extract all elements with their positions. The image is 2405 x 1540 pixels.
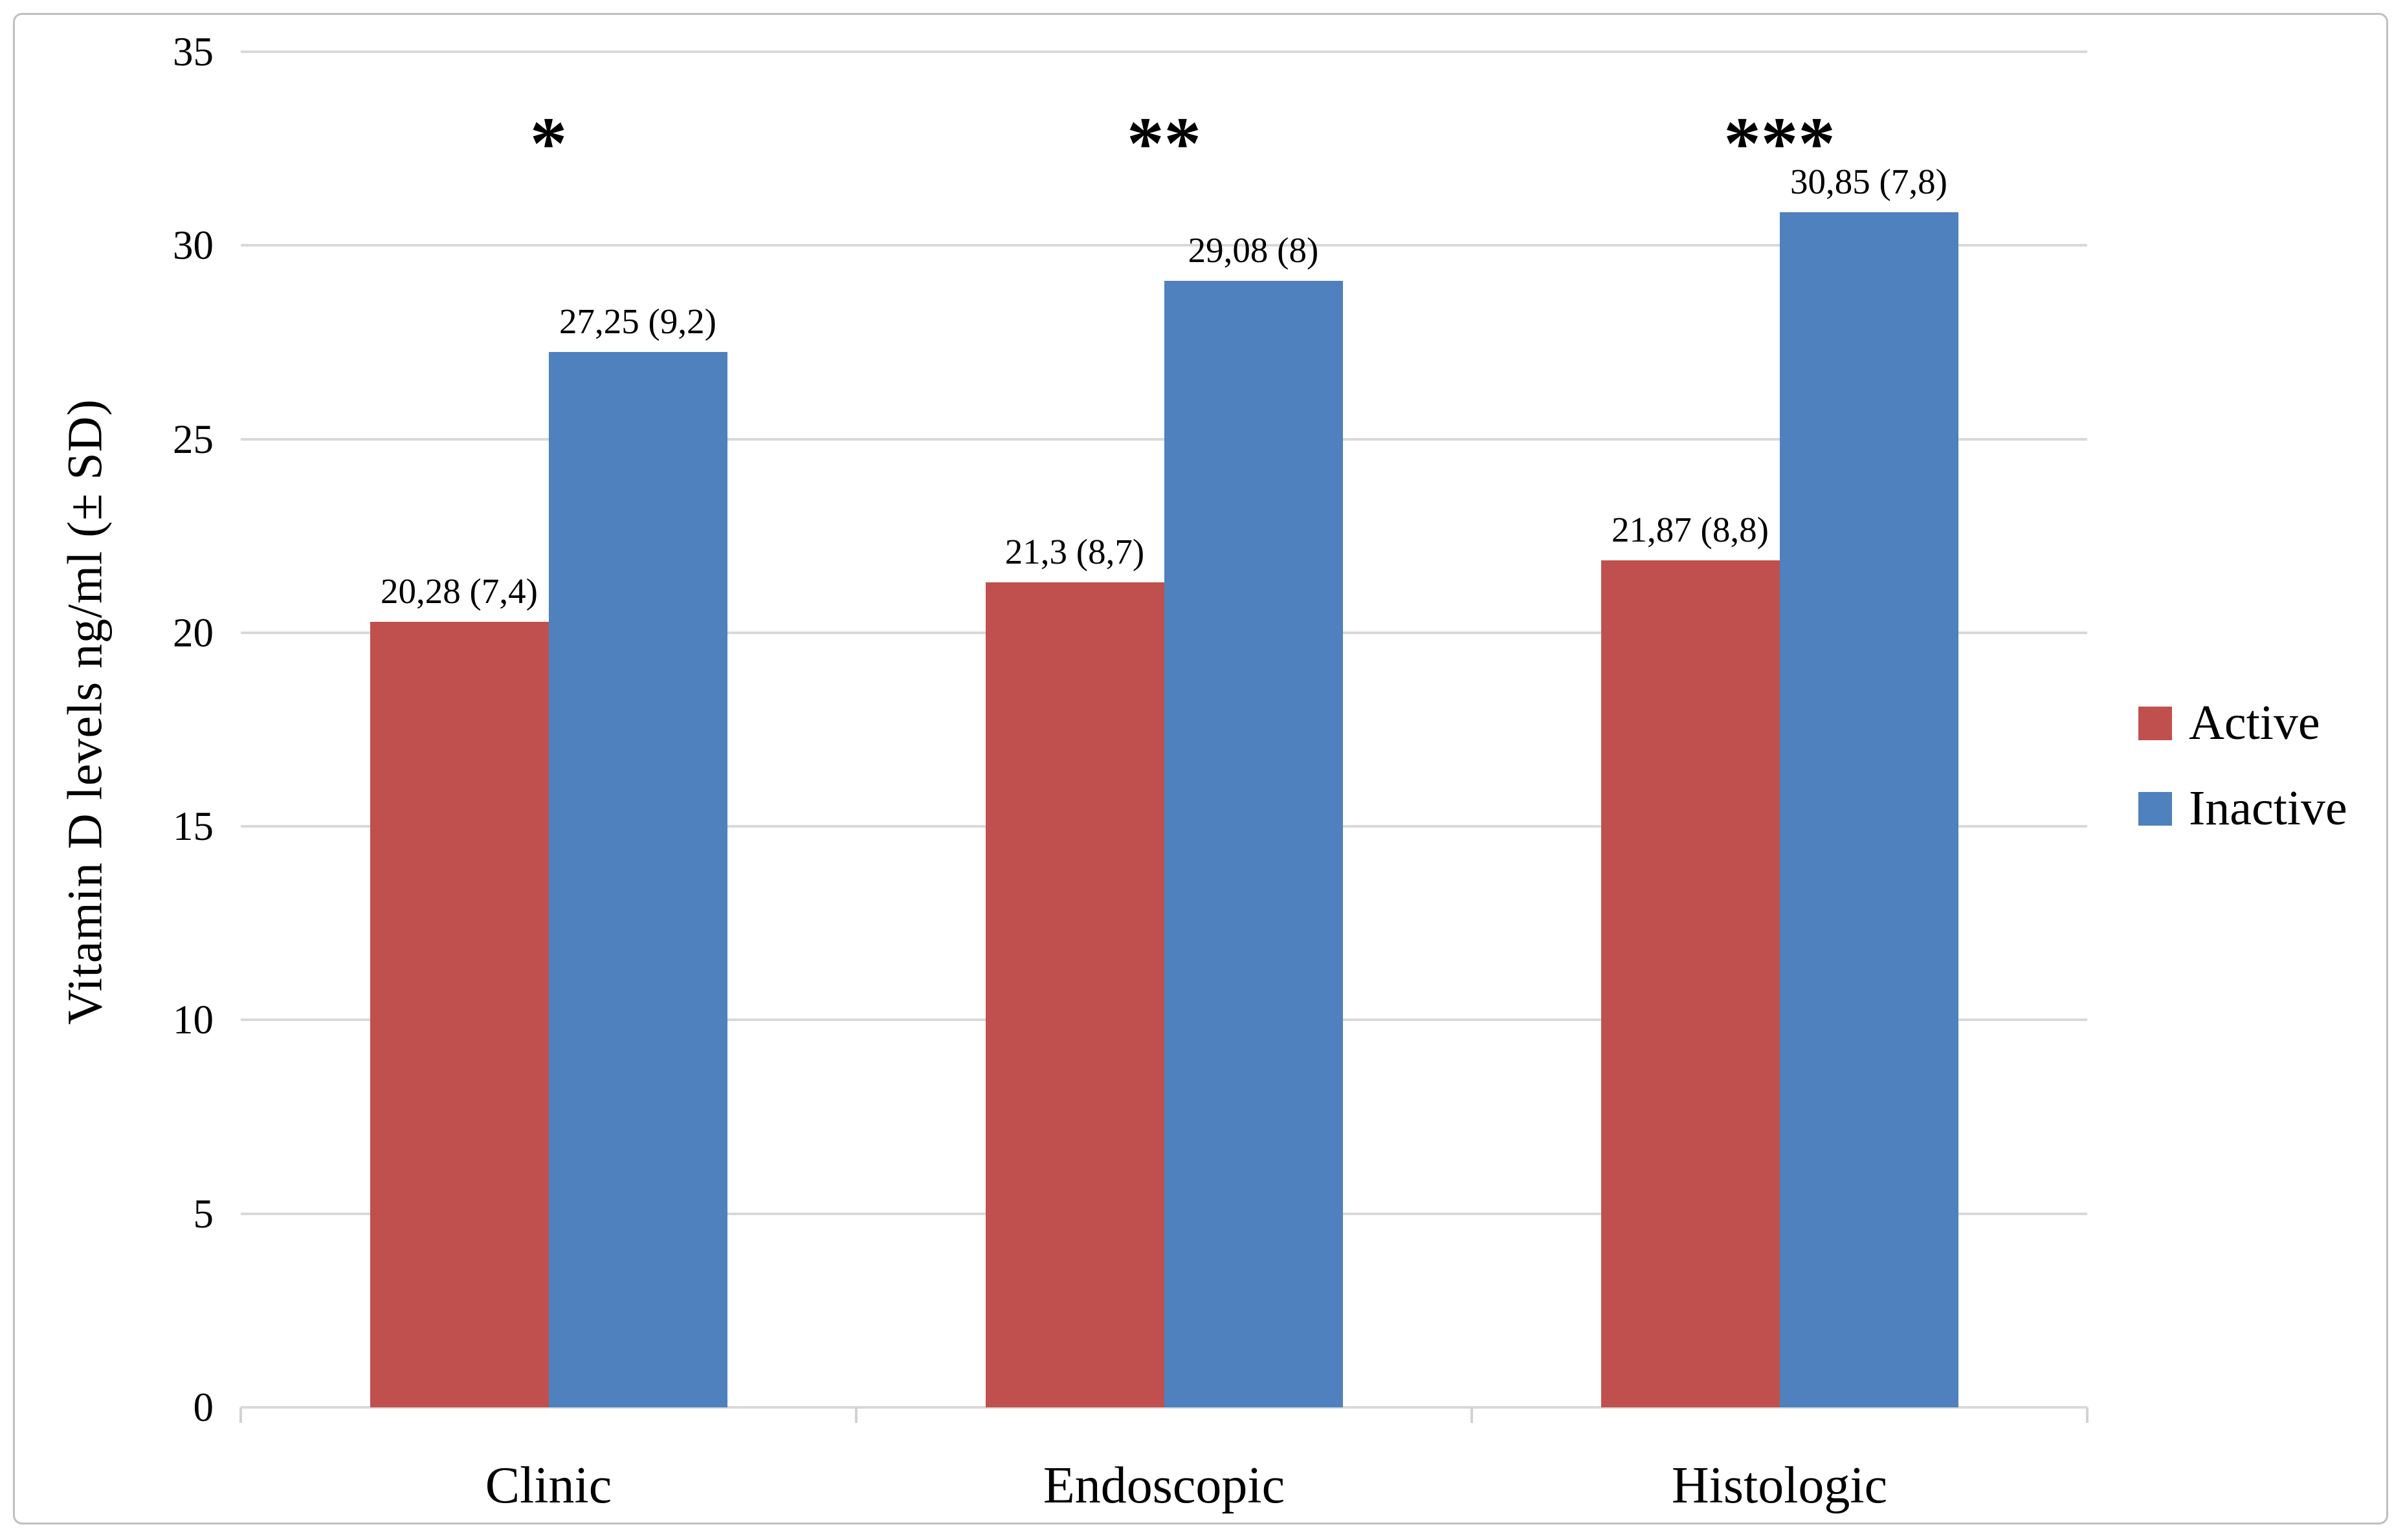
category-label-clinic: Clinic (485, 1457, 612, 1514)
legend-item-active: Active (2138, 696, 2347, 750)
x-axis-tick (239, 1407, 242, 1423)
data-label-inactive-clinic: 27,25 (9,2) (559, 301, 716, 341)
y-tick-label-0: 0 (193, 1385, 214, 1430)
x-axis-tick (855, 1407, 858, 1423)
legend: Active Inactive (2138, 696, 2347, 835)
gridline-30 (241, 244, 2087, 247)
y-tick-label-30: 30 (173, 223, 214, 269)
y-tick-label-20: 20 (173, 610, 214, 655)
significance-marker-clinic: * (529, 102, 568, 184)
bar-inactive-histologic (1779, 212, 1958, 1407)
significance-marker-histologic: *** (1723, 102, 1835, 184)
y-tick-label-25: 25 (173, 416, 214, 462)
bar-active-clinic (370, 622, 549, 1407)
x-axis-category-labels: Clinic Endoscopic Histologic (241, 1455, 2087, 1532)
y-tick-label-15: 15 (173, 804, 214, 850)
gridline-0 (241, 1406, 2087, 1409)
y-axis-tick-labels: 0 5 10 15 20 25 30 35 (0, 29, 214, 1430)
legend-label-active: Active (2189, 696, 2320, 750)
y-tick-label-5: 5 (193, 1191, 214, 1237)
x-axis-tick (1470, 1407, 1473, 1423)
y-tick-label-35: 35 (173, 29, 214, 74)
bar-active-histologic (1601, 560, 1780, 1407)
legend-swatch-inactive-icon (2138, 791, 2172, 826)
category-label-endoscopic: Endoscopic (1043, 1457, 1285, 1514)
y-tick-label-10: 10 (173, 997, 214, 1043)
significance-marker-endoscopic: ** (1127, 102, 1201, 184)
x-axis-tick (2086, 1407, 2089, 1423)
bar-inactive-clinic (548, 351, 727, 1407)
bar-inactive-endoscopic (1164, 281, 1343, 1407)
gridline-35 (241, 50, 2087, 53)
legend-swatch-active-icon (2138, 706, 2172, 740)
data-label-inactive-endoscopic: 29,08 (8) (1188, 230, 1319, 270)
chart-border (13, 13, 2388, 1524)
legend-label-inactive: Inactive (2189, 780, 2347, 835)
data-label-active-endoscopic: 21,3 (8,7) (1004, 532, 1145, 572)
data-label-active-histologic: 21,87 (8,8) (1612, 509, 1769, 549)
data-label-active-clinic: 20,28 (7,4) (381, 571, 538, 611)
bar-active-endoscopic (985, 582, 1164, 1407)
data-label-inactive-histologic: 30,85 (7,8) (1790, 162, 1947, 202)
category-label-histologic: Histologic (1671, 1457, 1888, 1514)
legend-item-inactive: Inactive (2138, 780, 2347, 835)
plot-area: 20,28 (7,4) 27,25 (9,2) * 21,3 (8,7) 29,08 (… (239, 50, 2089, 1423)
